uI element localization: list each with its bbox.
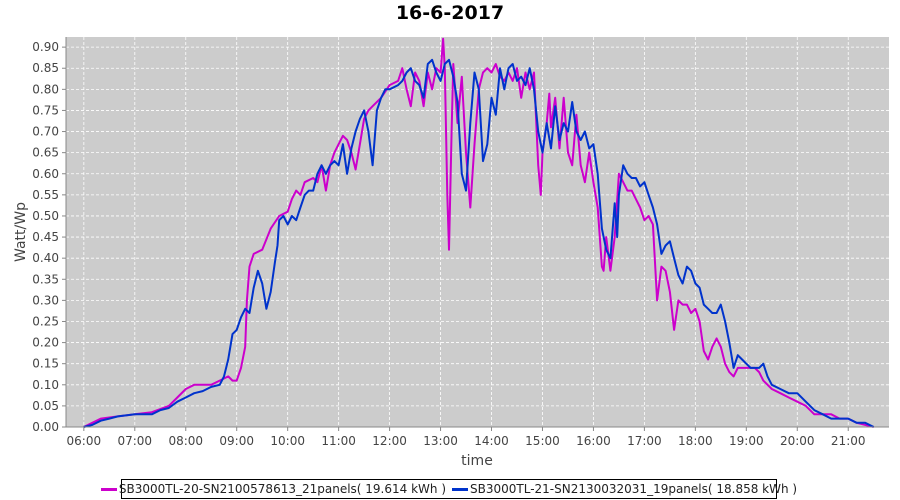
y-tick-label: 0.70: [32, 125, 59, 139]
x-tick-label: 21:00: [831, 434, 866, 448]
y-tick-label: 0.40: [32, 251, 59, 265]
legend: SB3000TL-20-SN2100578613_21panels( 19.61…: [100, 479, 797, 499]
legend-item-series-1: SB3000TL-20-SN2100578613_21panels( 19.61…: [100, 482, 446, 496]
x-tick-label: 09:00: [219, 434, 254, 448]
legend-item-series-2: SB3000TL-21-SN2130032031_19panels( 18.85…: [452, 482, 797, 496]
x-tick-label: 14:00: [474, 434, 509, 448]
legend-label: SB3000TL-21-SN2130032031_19panels( 18.85…: [470, 482, 798, 496]
y-tick-label: 0.45: [32, 230, 59, 244]
x-tick-label: 16:00: [576, 434, 611, 448]
x-tick-label: 19:00: [729, 434, 764, 448]
x-tick-label: 08:00: [168, 434, 203, 448]
x-tick-label: 15:00: [525, 434, 560, 448]
x-tick-label: 11:00: [321, 434, 356, 448]
y-tick-label: 0.85: [32, 61, 59, 75]
x-tick-label: 13:00: [423, 434, 458, 448]
legend-label: SB3000TL-20-SN2100578613_21panels( 19.61…: [118, 482, 446, 496]
legend-swatch: [100, 488, 117, 491]
y-tick-label: 0.15: [32, 357, 59, 371]
y-tick-label: 0.30: [32, 293, 59, 307]
y-tick-label: 0.50: [32, 209, 59, 223]
y-tick-label: 0.55: [32, 188, 59, 202]
series-line-2: [83, 58, 875, 428]
y-tick-label: 0.35: [32, 272, 59, 286]
y-tick-label: 0.10: [32, 378, 59, 392]
x-tick-label: 17:00: [627, 434, 662, 448]
y-tick-label: 0.00: [32, 420, 59, 434]
y-tick-label: 0.60: [32, 167, 59, 181]
y-tick-label: 0.80: [32, 82, 59, 96]
x-tick-label: 10:00: [270, 434, 305, 448]
y-tick-label: 0.65: [32, 146, 59, 160]
y-tick-label: 0.75: [32, 103, 59, 117]
x-axis-ticks: 06:00 07:00 08:00 09:00 10:00 11:00 12:00 13:00…: [67, 427, 866, 448]
chart-title: 16-6-2017: [395, 2, 505, 24]
legend-swatch: [452, 488, 468, 491]
x-tick-label: 07:00: [117, 434, 152, 448]
y-tick-label: 0.05: [32, 399, 59, 413]
x-axis-label: time: [461, 453, 493, 469]
x-tick-label: 20:00: [780, 434, 815, 448]
y-tick-label: 0.90: [32, 40, 59, 54]
y-axis-label: Watt/Wp: [13, 202, 29, 262]
y-tick-label: 0.25: [32, 314, 59, 328]
y-tick-label: 0.20: [32, 336, 59, 350]
x-tick-label: 12:00: [372, 434, 407, 448]
x-tick-label: 18:00: [678, 434, 713, 448]
y-axis-ticks: 0.00 0.05 0.10 0.15 0.20 0.25 0.30 0.35 0.40 0.45…: [32, 40, 66, 434]
series-lines: [83, 37, 875, 428]
x-tick-label: 06:00: [67, 434, 102, 448]
